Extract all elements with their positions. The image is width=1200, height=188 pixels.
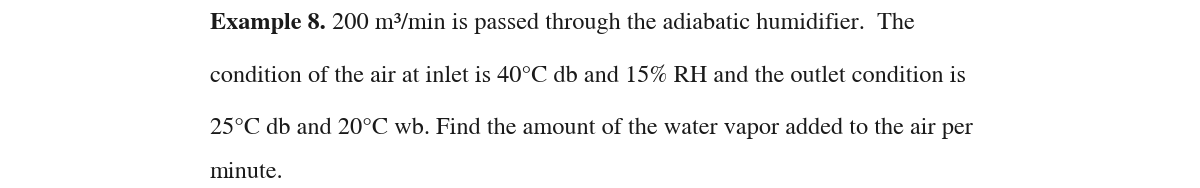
- Text: minute.: minute.: [210, 161, 283, 183]
- Text: 200 m³/min is passed through the adiabatic humidifier.  The: 200 m³/min is passed through the adiabat…: [325, 13, 914, 34]
- Text: 25°C db and 20°C wb. Find the amount of the water vapor added to the air per: 25°C db and 20°C wb. Find the amount of …: [210, 118, 973, 139]
- Text: condition of the air at inlet is 40°C db and 15% RH and the outlet condition is: condition of the air at inlet is 40°C db…: [210, 65, 966, 87]
- Text: Example 8.: Example 8.: [210, 13, 325, 34]
